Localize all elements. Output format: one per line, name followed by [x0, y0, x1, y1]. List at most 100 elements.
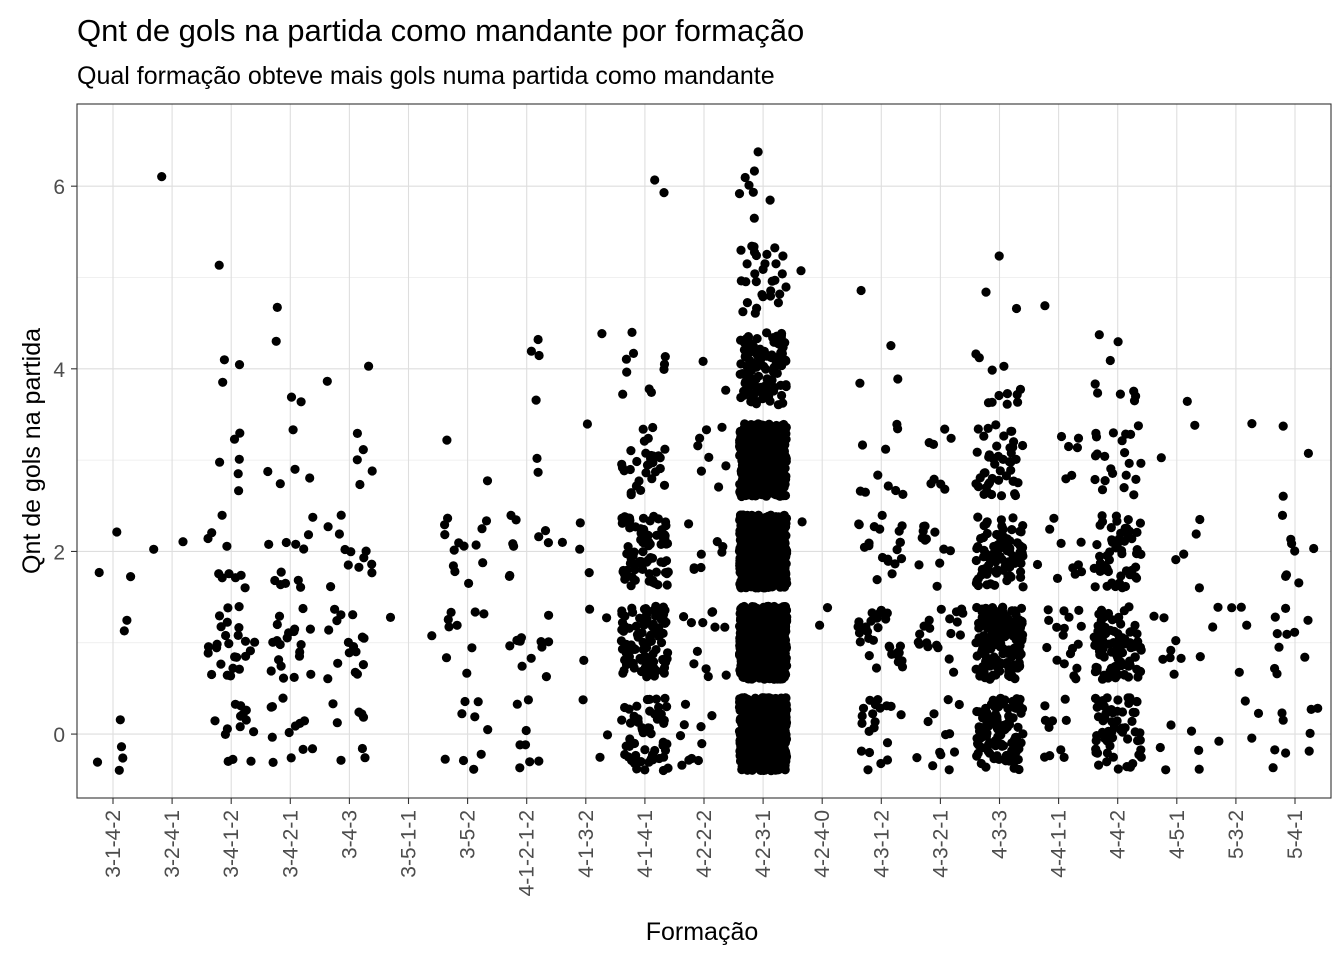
data-point — [778, 251, 788, 261]
data-point — [759, 519, 769, 529]
data-point — [857, 718, 867, 729]
data-point — [458, 755, 469, 766]
data-point — [979, 707, 989, 718]
data-point — [741, 699, 751, 709]
data-point — [1000, 543, 1010, 553]
data-point — [854, 617, 864, 627]
data-point — [929, 474, 939, 484]
data-point — [707, 711, 717, 721]
data-point — [444, 622, 454, 632]
data-point — [764, 625, 774, 635]
data-point — [717, 547, 727, 557]
x-tick-label: 4-3-3 — [989, 810, 1012, 859]
data-point — [883, 481, 893, 491]
data-point — [650, 578, 660, 589]
data-point — [1076, 567, 1087, 577]
data-point — [760, 542, 770, 552]
data-point — [234, 623, 244, 633]
data-point — [1094, 760, 1104, 770]
data-point — [638, 424, 648, 434]
data-point — [701, 425, 712, 435]
data-point — [644, 537, 654, 547]
data-point — [1106, 705, 1116, 715]
data-point — [1120, 448, 1130, 458]
data-point — [1195, 652, 1205, 662]
data-point — [620, 643, 630, 653]
data-point — [1094, 330, 1104, 340]
data-point — [740, 555, 750, 565]
data-point — [357, 709, 367, 719]
data-point — [1135, 667, 1146, 677]
data-point — [621, 659, 632, 670]
data-point — [675, 731, 686, 741]
data-point — [781, 282, 791, 292]
data-point — [1090, 474, 1100, 485]
data-point — [481, 516, 492, 526]
data-point — [1133, 421, 1143, 431]
data-point — [855, 637, 865, 647]
data-point — [736, 335, 746, 345]
data-point — [618, 389, 628, 399]
data-point — [250, 637, 260, 647]
data-point — [736, 546, 746, 556]
data-point — [760, 423, 770, 433]
data-point — [1058, 630, 1068, 640]
data-point — [1052, 622, 1062, 632]
data-point — [234, 360, 245, 370]
data-point — [295, 647, 305, 657]
data-point — [999, 611, 1009, 622]
data-point — [1247, 419, 1257, 429]
data-point — [924, 438, 934, 448]
data-point — [483, 725, 493, 735]
data-point — [1092, 663, 1102, 673]
data-point — [291, 539, 301, 549]
data-point — [1064, 441, 1074, 452]
data-point — [1032, 559, 1043, 570]
data-point — [627, 603, 637, 613]
data-point — [656, 638, 667, 648]
data-point — [323, 674, 333, 684]
data-point — [981, 603, 991, 613]
data-point — [638, 547, 648, 557]
data-point — [1107, 727, 1117, 737]
data-point — [920, 521, 930, 531]
data-point — [1014, 744, 1024, 754]
data-point — [1176, 653, 1186, 664]
data-point — [1124, 458, 1134, 468]
data-point — [533, 467, 543, 477]
data-point — [984, 721, 994, 731]
data-point — [1166, 645, 1176, 656]
data-point — [367, 568, 377, 578]
data-point — [1108, 752, 1118, 762]
data-point — [914, 560, 924, 570]
data-point — [1071, 674, 1081, 684]
data-point — [296, 640, 306, 650]
data-point — [1097, 517, 1108, 527]
data-point — [531, 395, 541, 405]
x-tick-label: 3-2-4-1 — [161, 810, 184, 878]
data-point — [268, 637, 278, 647]
data-point — [540, 526, 551, 536]
data-point — [1136, 745, 1146, 755]
data-point — [298, 603, 308, 614]
data-point — [991, 420, 1001, 430]
data-point — [1112, 716, 1122, 726]
data-point — [1100, 712, 1110, 723]
data-point — [234, 454, 244, 464]
data-point — [1165, 653, 1175, 663]
data-point — [721, 461, 731, 471]
data-point — [476, 749, 486, 759]
data-point — [760, 581, 770, 592]
data-point — [1309, 543, 1319, 554]
data-point — [477, 524, 487, 534]
chart-subtitle: Qual formação obteve mais gols numa part… — [77, 62, 775, 90]
data-point — [267, 732, 277, 742]
data-point — [1072, 443, 1082, 453]
data-point — [1123, 515, 1133, 525]
data-point — [689, 563, 699, 573]
data-point — [919, 621, 929, 631]
data-point — [357, 632, 367, 642]
data-point — [973, 574, 983, 584]
data-point — [986, 579, 996, 589]
data-point — [446, 607, 456, 618]
